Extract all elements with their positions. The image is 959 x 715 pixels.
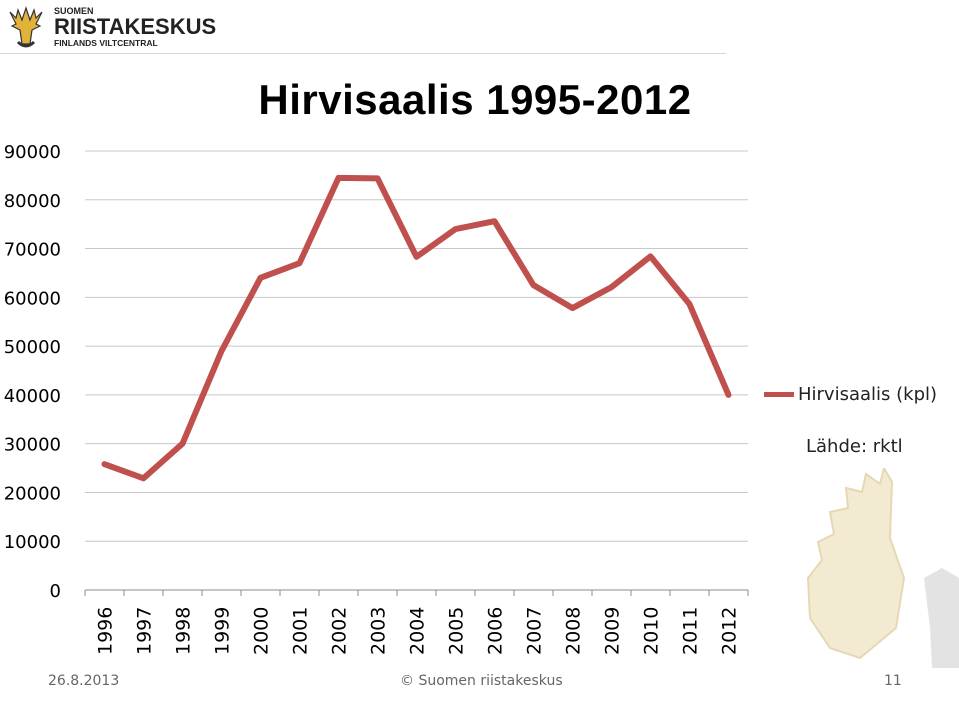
x-tick-label: 1999	[212, 607, 234, 655]
x-tick-label: 1997	[134, 607, 156, 655]
x-tick-label: 2005	[446, 607, 468, 655]
antler-watermark-icon	[806, 468, 959, 668]
legend-swatch	[764, 392, 794, 397]
y-tick-label: 60000	[4, 288, 61, 309]
data-point	[687, 301, 692, 307]
legend: Hirvisaalis (kpl)	[764, 384, 937, 405]
y-tick-labels: 0 10000 20000 30000 40000 50000 60000 70000 8000…	[4, 142, 61, 602]
data-point	[102, 461, 107, 467]
data-point	[180, 441, 185, 447]
data-point	[531, 282, 536, 288]
logo-line3: FINLANDS VILTCENTRAL	[54, 38, 158, 48]
x-tick-label: 2004	[407, 607, 429, 655]
data-point	[492, 218, 497, 224]
y-tick-label: 0	[50, 581, 61, 602]
x-tick-label: 2003	[368, 607, 390, 655]
data-point	[453, 226, 458, 232]
x-tick-label: 2012	[719, 607, 741, 655]
x-tick-labels: 1996 1997 1998 1999 2000 2001 2002 2003 2004 2005…	[95, 607, 741, 655]
y-tick-label: 30000	[4, 435, 61, 456]
footer-copyright: © Suomen riistakeskus	[400, 673, 563, 689]
x-tick-label: 2007	[524, 607, 546, 655]
y-tick-label: 90000	[4, 142, 61, 163]
x-tick-label: 1998	[173, 607, 195, 655]
x-tick-label: 2010	[641, 607, 663, 655]
data-point	[219, 348, 224, 354]
x-tick-label: 2011	[680, 607, 702, 655]
y-tick-label: 10000	[4, 532, 61, 553]
data-point	[570, 305, 575, 311]
y-tick-label: 50000	[4, 337, 61, 358]
x-tick-label: 2009	[602, 607, 624, 655]
x-tick-label: 2006	[485, 607, 507, 655]
y-tick-label: 80000	[4, 191, 61, 212]
x-tick-label: 1996	[95, 607, 117, 655]
footer-date: 26.8.2013	[48, 673, 120, 689]
x-tick-label: 2008	[563, 607, 585, 655]
data-point	[609, 284, 614, 290]
axes	[84, 589, 749, 596]
data-point	[297, 260, 302, 266]
gridlines	[85, 150, 748, 542]
y-tick-label: 70000	[4, 240, 61, 261]
data-point	[258, 275, 263, 281]
source-note: Lähde: rktl	[806, 436, 903, 457]
x-tick-label: 2000	[251, 607, 273, 655]
data-point	[336, 175, 341, 181]
page-number: 11	[884, 673, 902, 689]
data-point	[726, 392, 731, 398]
series-line	[101, 174, 732, 482]
y-tick-label: 20000	[4, 483, 61, 504]
x-tick-label: 2002	[329, 607, 351, 655]
data-point	[375, 175, 380, 181]
logo-line1: SUOMEN	[54, 6, 94, 16]
data-point	[141, 475, 146, 481]
series	[101, 174, 732, 482]
data-point	[648, 253, 653, 259]
x-tick-label: 2001	[290, 607, 312, 655]
antler-emblem-icon	[9, 6, 43, 48]
data-point	[414, 254, 419, 260]
legend-label: Hirvisaalis (kpl)	[798, 384, 938, 405]
riistakeskus-logo: SUOMEN RIISTAKESKUS FINLANDS VILTCENTRAL	[9, 6, 216, 48]
logo-line2: RIISTAKESKUS	[54, 14, 216, 39]
chart-title: Hirvisaalis 1995-2012	[258, 76, 692, 123]
header-divider	[0, 53, 726, 54]
y-tick-label: 40000	[4, 386, 61, 407]
